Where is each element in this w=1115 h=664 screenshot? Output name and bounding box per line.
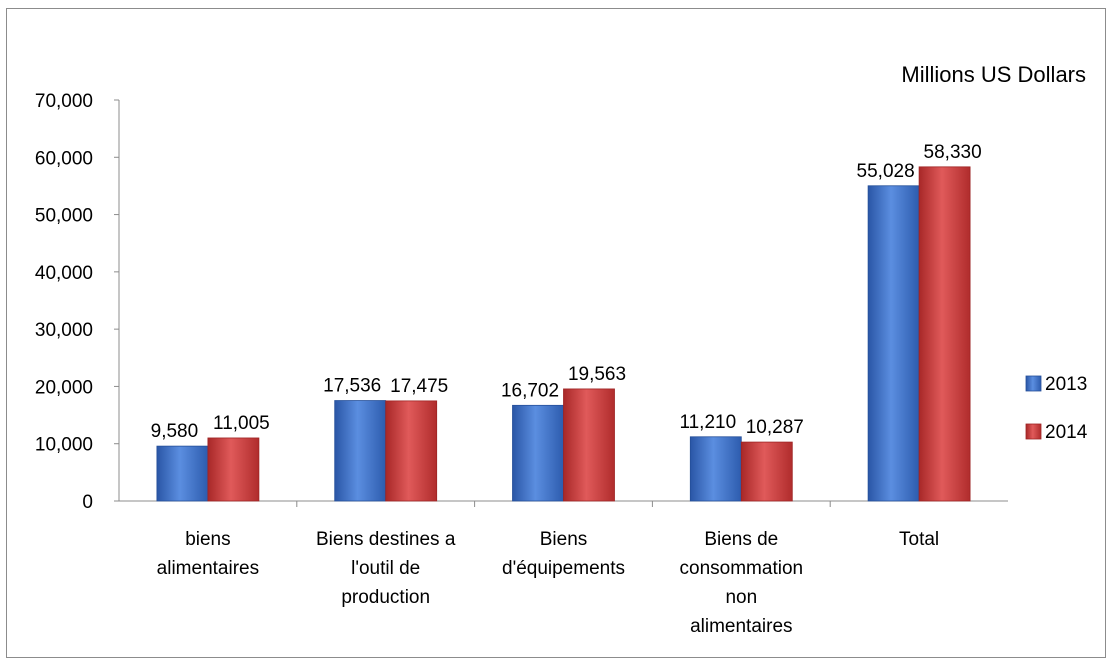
value-label: 16,702 <box>501 380 559 401</box>
x-tick-label: consommation <box>680 558 804 579</box>
value-label: 17,475 <box>390 376 448 397</box>
legend: 2013 2014 <box>1025 374 1088 443</box>
y-tick-label: 0 <box>82 492 93 513</box>
y-tick-label: 60,000 <box>35 148 93 169</box>
unit-label: Millions US Dollars <box>901 62 1086 87</box>
bar-2014-2 <box>563 388 615 502</box>
x-tick-label: Biens <box>540 529 588 550</box>
bar-2013-3 <box>689 436 742 502</box>
value-label: 11,210 <box>679 412 736 433</box>
x-tick-label: alimentaires <box>690 616 792 637</box>
y-tick-label: 30,000 <box>35 320 93 341</box>
y-tick-label: 70,000 <box>35 91 93 112</box>
value-labels: 9,580 11,005 17,536 17,475 16,702 19,563 11,21… <box>151 142 982 442</box>
bar-2013-0 <box>156 445 209 502</box>
y-axis: 0 10,000 20,000 30,000 40,000 50,000 60,000 70,… <box>35 91 120 513</box>
legend-swatch-2013 <box>1025 375 1042 392</box>
x-tick-label: Biens destines a <box>316 529 456 550</box>
bar-2014-4 <box>918 166 971 502</box>
x-tick-label: l'outil de <box>351 558 420 579</box>
bar-2013-1 <box>334 400 387 502</box>
x-tick-label: Total <box>899 529 939 550</box>
x-tick-label: production <box>341 587 430 608</box>
value-label: 9,580 <box>151 421 199 442</box>
value-label: 11,005 <box>213 413 270 434</box>
x-tick-label: d'équipements <box>502 558 625 579</box>
y-tick-label: 50,000 <box>35 206 93 227</box>
y-tick-label: 40,000 <box>35 263 93 284</box>
x-tick-label: non <box>725 587 757 608</box>
x-axis: biens alimentaires Biens destines a l'outil… <box>119 500 1008 637</box>
x-tick-label: alimentaires <box>157 558 259 579</box>
bar-2013-2 <box>512 404 564 502</box>
legend-label: 2013 <box>1045 374 1087 395</box>
bar-2014-0 <box>207 437 260 502</box>
y-tick-label: 20,000 <box>35 377 93 398</box>
value-label: 58,330 <box>924 142 982 163</box>
bars <box>156 166 971 502</box>
value-label: 17,536 <box>323 376 381 397</box>
value-label: 19,563 <box>568 364 626 385</box>
bar-2014-3 <box>740 441 793 502</box>
y-tick-label: 10,000 <box>35 435 93 456</box>
legend-label: 2014 <box>1045 422 1088 443</box>
bar-2013-4 <box>867 185 920 502</box>
x-tick-label: Biens de <box>704 529 778 550</box>
value-label: 10,287 <box>746 417 804 438</box>
value-label: 55,028 <box>857 161 915 182</box>
bar-2014-1 <box>385 400 438 502</box>
x-tick-label: biens <box>185 529 230 550</box>
legend-swatch-2014 <box>1025 423 1042 440</box>
